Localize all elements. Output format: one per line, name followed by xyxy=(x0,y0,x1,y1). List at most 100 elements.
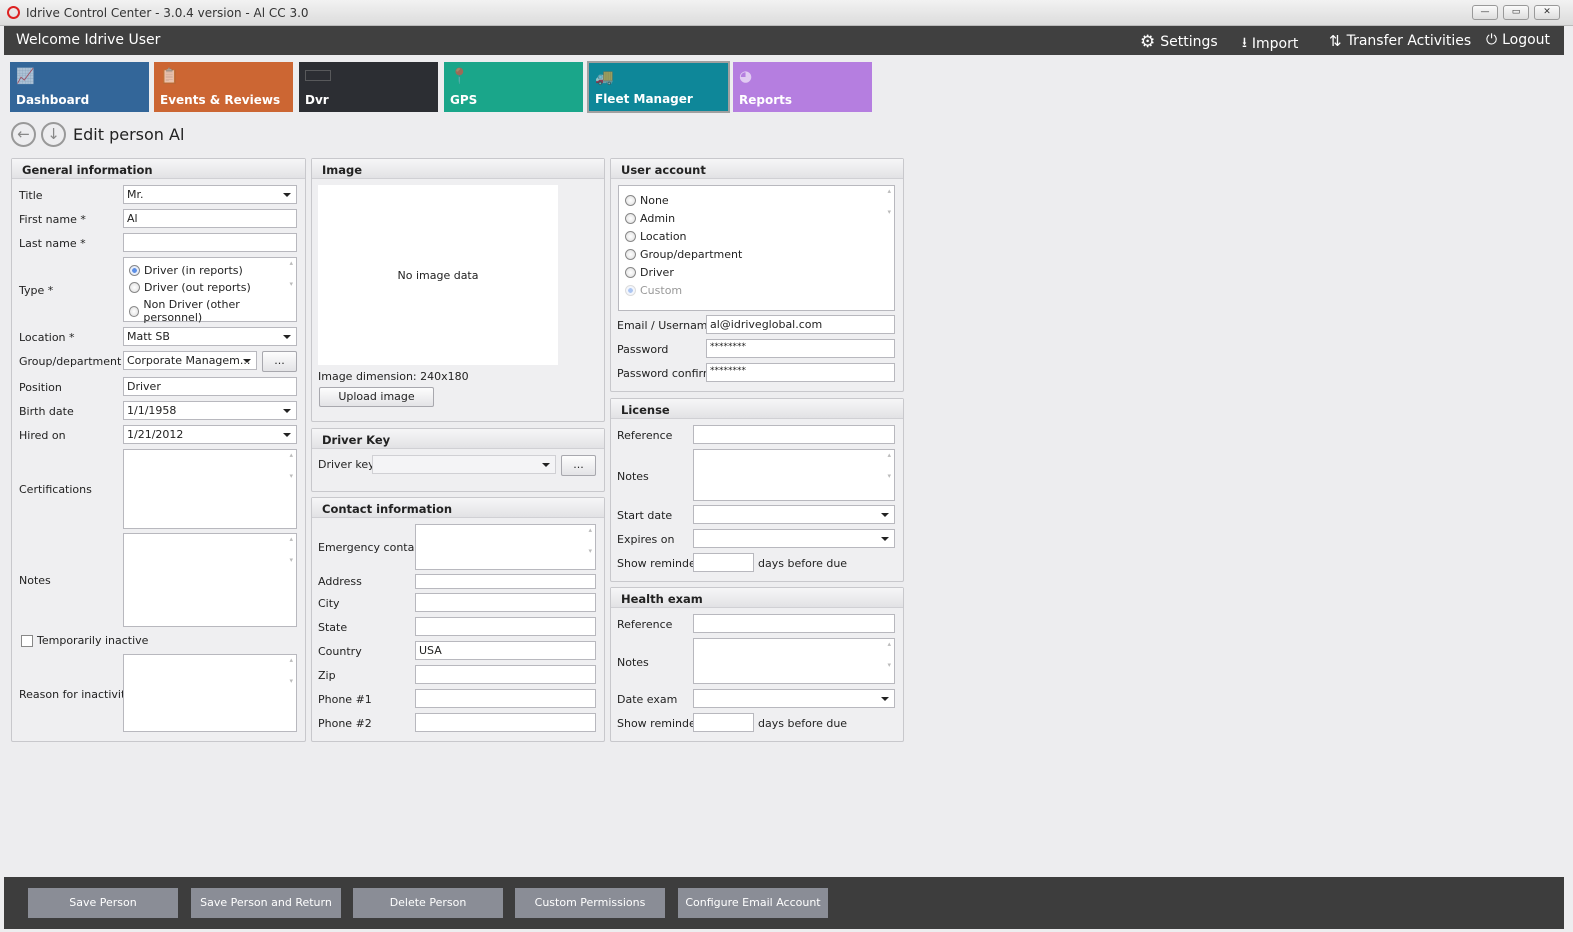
group-browse-button[interactable]: ... xyxy=(262,351,297,372)
panel-heading: Driver Key xyxy=(312,429,604,449)
tile-reports[interactable]: ◕ Reports xyxy=(733,62,872,112)
notes-textarea[interactable] xyxy=(123,533,297,627)
transfer-label: Transfer Activities xyxy=(1346,33,1472,49)
address-input[interactable] xyxy=(415,574,596,589)
zip-label: Zip xyxy=(318,669,336,682)
save-person-button[interactable]: Save Person xyxy=(28,888,178,918)
clipboard-icon: 📋 xyxy=(160,67,179,85)
state-label: State xyxy=(318,621,348,634)
save-person-return-button[interactable]: Save Person and Return xyxy=(191,888,341,918)
driver-key-browse-button[interactable]: ... xyxy=(561,455,596,476)
radio-label: Driver (in reports) xyxy=(144,264,243,277)
custom-permissions-button[interactable]: Custom Permissions xyxy=(515,888,665,918)
country-input[interactable]: USA xyxy=(415,641,596,660)
type-driver-in-reports-radio[interactable]: Driver (in reports) xyxy=(129,264,291,277)
health-reminder-input[interactable] xyxy=(693,713,754,732)
first-name-input[interactable]: Al xyxy=(123,209,297,228)
page-title: Edit person Al xyxy=(73,125,185,144)
temporarily-inactive-checkbox[interactable]: Temporarily inactive xyxy=(21,634,148,647)
health-notes-textarea[interactable] xyxy=(693,638,895,684)
tile-dvr[interactable]: Dvr xyxy=(299,62,438,112)
password-input[interactable]: ******** xyxy=(706,339,895,358)
position-input[interactable]: Driver xyxy=(123,377,297,396)
expires-on-picker[interactable] xyxy=(693,529,895,548)
last-name-label: Last name * xyxy=(19,237,86,250)
health-reference-label: Reference xyxy=(617,618,673,631)
transfer-activities-link[interactable]: ⇅ Transfer Activities xyxy=(1329,32,1471,50)
password-confirm-input[interactable]: ******** xyxy=(706,363,895,382)
upload-image-button[interactable]: Upload image xyxy=(319,387,434,407)
account-none-radio[interactable]: None xyxy=(625,194,888,207)
panel-heading: Health exam xyxy=(611,588,903,608)
phone2-label: Phone #2 xyxy=(318,717,372,730)
phone2-input[interactable] xyxy=(415,713,596,732)
date-exam-picker[interactable] xyxy=(693,689,895,708)
delete-person-button[interactable]: Delete Person xyxy=(353,888,503,918)
password-confirm-label: Password confirm xyxy=(617,367,714,380)
dvr-icon xyxy=(305,70,331,81)
license-reminder-label: Show reminder xyxy=(617,557,701,570)
email-input[interactable]: al@idriveglobal.com xyxy=(706,315,895,334)
license-notes-textarea[interactable] xyxy=(693,449,895,501)
city-input[interactable] xyxy=(415,593,596,612)
reason-textarea[interactable] xyxy=(123,654,297,732)
last-name-input[interactable] xyxy=(123,233,297,252)
state-input[interactable] xyxy=(415,617,596,636)
health-reference-input[interactable] xyxy=(693,614,895,633)
account-location-radio[interactable]: Location xyxy=(625,230,888,243)
group-select[interactable]: Corporate Managem... xyxy=(123,351,257,370)
radio-label: None xyxy=(640,194,669,207)
birth-date-picker[interactable]: 1/1/1958 xyxy=(123,401,297,420)
account-group-radio[interactable]: Group/department xyxy=(625,248,888,261)
radio-label: Driver (out reports) xyxy=(144,281,251,294)
title-select[interactable]: Mr. xyxy=(123,185,297,204)
location-select[interactable]: Matt SB xyxy=(123,327,297,346)
chart-icon: 📈 xyxy=(16,67,35,85)
maximize-button[interactable]: ▭ xyxy=(1503,5,1529,20)
title-bar: Idrive Control Center - 3.0.4 version - … xyxy=(0,0,1573,26)
down-arrow-icon[interactable]: ↓ xyxy=(41,122,66,147)
certifications-textarea[interactable] xyxy=(123,449,297,529)
type-non-driver-radio[interactable]: Non Driver (other personnel) xyxy=(129,298,291,324)
tile-fleet-manager[interactable]: 🚚 Fleet Manager xyxy=(587,61,730,113)
tile-label: Fleet Manager xyxy=(595,92,693,106)
minimize-button[interactable]: — xyxy=(1472,5,1498,20)
account-custom-radio[interactable]: Custom xyxy=(625,284,888,297)
radio-label: Group/department xyxy=(640,248,743,261)
type-driver-out-reports-radio[interactable]: Driver (out reports) xyxy=(129,281,291,294)
power-icon: ⏻ xyxy=(1486,32,1498,48)
panel-heading: Image xyxy=(312,159,604,179)
close-button[interactable]: ✕ xyxy=(1534,5,1560,20)
transfer-icon: ⇅ xyxy=(1329,32,1342,50)
import-link[interactable]: ⭳ Import xyxy=(1242,32,1298,56)
phone1-input[interactable] xyxy=(415,689,596,708)
account-admin-radio[interactable]: Admin xyxy=(625,212,888,225)
panel-heading: Contact information xyxy=(312,498,604,518)
license-reference-input[interactable] xyxy=(693,425,895,444)
back-arrow-icon[interactable]: ← xyxy=(11,122,36,147)
license-reminder-input[interactable] xyxy=(693,553,754,572)
hired-on-picker[interactable]: 1/21/2012 xyxy=(123,425,297,444)
logout-link[interactable]: ⏻ Logout xyxy=(1486,32,1550,48)
driver-key-select[interactable] xyxy=(372,455,556,474)
license-reference-label: Reference xyxy=(617,429,673,442)
date-exam-label: Date exam xyxy=(617,693,678,706)
dimension-label: Image dimension: xyxy=(318,370,417,383)
tile-gps[interactable]: 📍 GPS xyxy=(444,62,583,112)
account-driver-radio[interactable]: Driver xyxy=(625,266,888,279)
phone1-label: Phone #1 xyxy=(318,693,372,706)
address-label: Address xyxy=(318,575,362,588)
expires-on-label: Expires on xyxy=(617,533,675,546)
tile-events-reviews[interactable]: 📋 Events & Reviews xyxy=(154,62,293,112)
zip-input[interactable] xyxy=(415,665,596,684)
vehicles-icon: 🚚 xyxy=(595,68,614,86)
configure-email-button[interactable]: Configure Email Account xyxy=(678,888,828,918)
tile-dashboard[interactable]: 📈 Dashboard xyxy=(10,62,149,112)
tile-label: Events & Reviews xyxy=(160,93,281,107)
emergency-contact-textarea[interactable] xyxy=(415,524,596,570)
radio-label: Admin xyxy=(640,212,676,225)
license-notes-label: Notes xyxy=(617,470,649,483)
checkbox-label: Temporarily inactive xyxy=(37,634,149,647)
start-date-picker[interactable] xyxy=(693,505,895,524)
settings-link[interactable]: ⚙ Settings xyxy=(1140,32,1218,52)
